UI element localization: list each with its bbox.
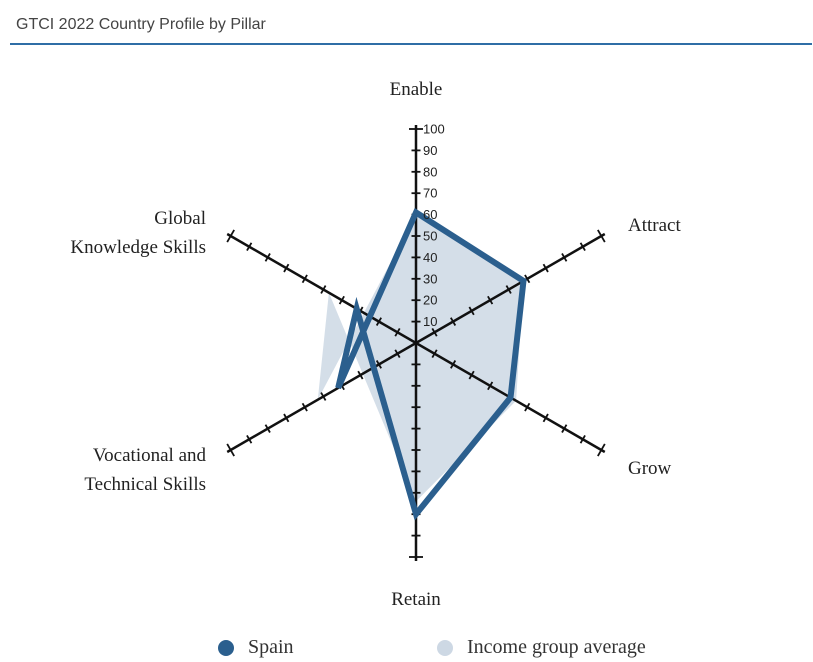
tick-label-20: 20 (423, 293, 437, 308)
tick-label-40: 40 (423, 250, 437, 265)
axis-label-line: Attract (628, 215, 681, 236)
tick-label-60: 60 (423, 207, 437, 222)
axis-tick-global-knowledge-skills-20 (375, 317, 382, 326)
axis-tick-attract-60 (524, 274, 531, 284)
axis-tick-vocational-and-technical-skills-80 (264, 424, 271, 433)
axis-tick-attract-20 (450, 317, 457, 326)
axis-tick-attract-80 (561, 253, 568, 262)
axis-line-vocational-and-technical-skills (226, 341, 417, 454)
axis-tick-attract-70 (542, 263, 549, 273)
axis-label-attract: Attract (628, 215, 681, 236)
axis-tick-grow-40 (487, 381, 494, 391)
axis-tick-grow-20 (450, 360, 457, 369)
axis-tick-global-knowledge-skills-100 (226, 229, 235, 243)
chart-title: GTCI 2022 Country Profile by Pillar (16, 16, 266, 33)
axis-tick-vocational-and-technical-skills-30 (357, 370, 364, 380)
axis-tick-grow-60 (524, 402, 531, 412)
axis-tick-global-knowledge-skills-90 (246, 242, 253, 252)
axis-label-global-knowledge-skills: Global Knowledge Skills (70, 208, 206, 258)
axis-tick-global-knowledge-skills-10 (394, 327, 401, 337)
axis-label-grow: Grow (628, 458, 672, 479)
axis-label-line: Retain (391, 589, 441, 610)
axis-label-line: Grow (628, 458, 672, 479)
axis-tick-grow-80 (561, 424, 568, 433)
axis-tick-attract-50 (505, 285, 512, 294)
axis-tick-attract-40 (487, 295, 494, 305)
series-area-income-group-average (317, 214, 524, 502)
axis-label-vocational-and-technical-skills: Vocational and Technical Skills (84, 445, 206, 495)
axis-tick-global-knowledge-skills-50 (320, 285, 327, 294)
legend-swatch-income-group-average (437, 639, 453, 656)
legend-label-spain: Spain (248, 636, 294, 658)
axis-label-line: Global (154, 208, 206, 229)
axis-tick-grow-10 (431, 349, 438, 359)
axis-label-line: Knowledge Skills (70, 237, 206, 258)
axis-tick-vocational-and-technical-skills-10 (394, 349, 401, 359)
tick-label-50: 50 (423, 229, 437, 244)
header-divider (10, 43, 812, 45)
axis-tick-attract-100 (597, 229, 606, 243)
axis-tick-global-knowledge-skills-70 (283, 263, 290, 273)
axis-tick-attract-90 (579, 242, 586, 252)
axis-tick-attract-10 (431, 327, 438, 337)
axis-label-line: Vocational and (93, 445, 207, 466)
axis-line-attract (415, 232, 606, 345)
axis-tick-grow-70 (542, 413, 549, 423)
axis-tick-vocational-and-technical-skills-70 (283, 413, 290, 423)
axis-tick-grow-90 (579, 434, 586, 444)
axis-tick-global-knowledge-skills-60 (301, 274, 308, 284)
tick-label-80: 80 (423, 164, 437, 179)
series-line-spain (335, 208, 527, 521)
axis-tick-vocational-and-technical-skills-100 (226, 443, 235, 457)
axis-tick-grow-30 (468, 370, 475, 380)
radar-chart: 10 20 30 40 50 60 70 80 90 100 Enable Attract Grow Re… (70, 79, 681, 610)
axis-tick-global-knowledge-skills-80 (264, 253, 271, 262)
axis-label-line: Technical Skills (84, 474, 206, 495)
legend-item-income-group-average: Income group average (437, 636, 646, 659)
axis-label-enable: Enable (390, 79, 443, 100)
legend-item-spain: Spain (218, 636, 294, 659)
axis-label-line: Enable (390, 79, 443, 100)
axis-tick-vocational-and-technical-skills-60 (301, 402, 308, 412)
tick-label-90: 90 (423, 143, 437, 158)
tick-label-10: 10 (423, 314, 437, 329)
axis-label-retain: Retain (391, 589, 441, 610)
tick-label-100: 100 (423, 122, 445, 137)
axis-tick-vocational-and-technical-skills-90 (246, 434, 253, 444)
axis-tick-attract-30 (468, 306, 475, 316)
axis-tick-vocational-and-technical-skills-20 (375, 360, 382, 369)
axis-tick-vocational-and-technical-skills-50 (320, 392, 327, 401)
axis-tick-global-knowledge-skills-40 (338, 295, 345, 305)
legend-label-income-group-average: Income group average (467, 636, 646, 658)
chart-header: GTCI 2022 Country Profile by Pillar (0, 0, 813, 45)
axis-tick-grow-100 (597, 443, 606, 457)
axis-line-global-knowledge-skills (226, 232, 417, 345)
tick-label-30: 30 (423, 271, 437, 286)
legend-swatch-spain (218, 639, 234, 656)
chart-legend: Spain Income group average (0, 632, 813, 662)
tick-label-70: 70 (423, 186, 437, 201)
